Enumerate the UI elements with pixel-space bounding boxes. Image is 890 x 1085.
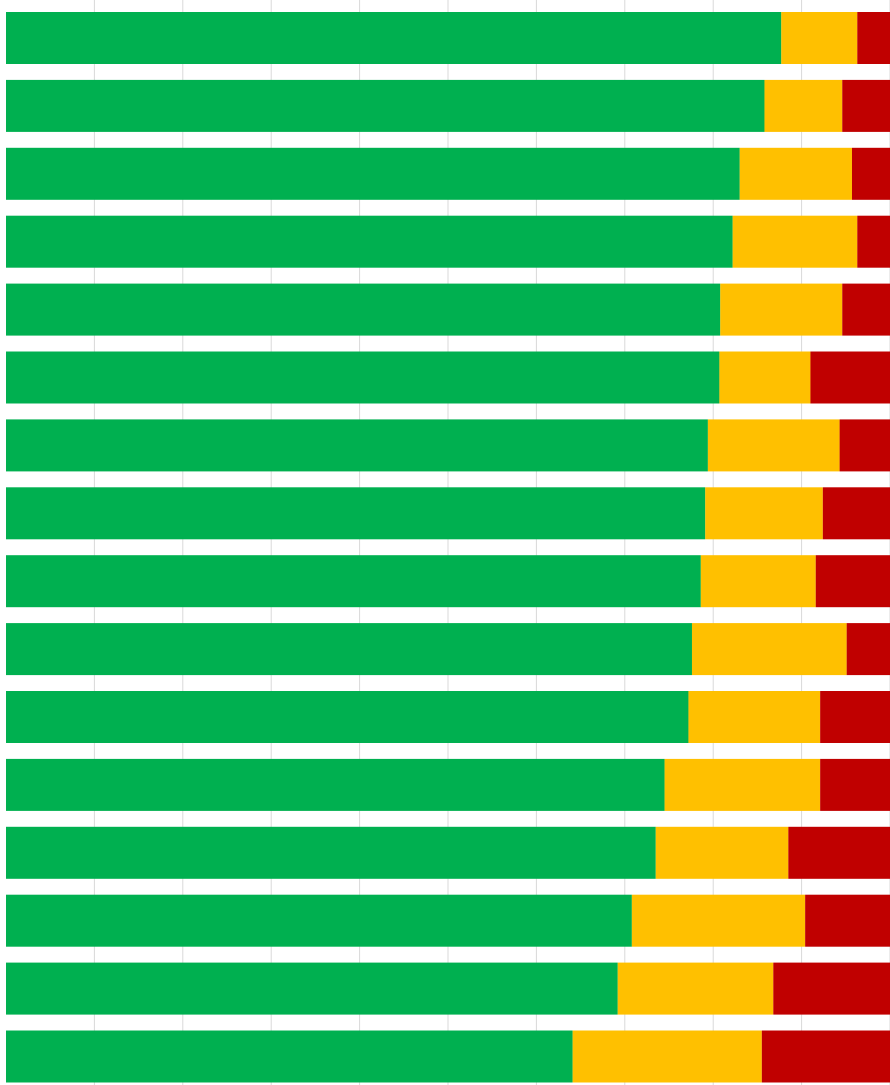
bar-row-8-segment-2: [705, 487, 823, 540]
bar-row-13-segment-1: [6, 826, 656, 879]
bar-row-7-segment-1: [6, 419, 708, 472]
bar-row-6-segment-3: [810, 351, 890, 404]
bar-row-14-segment-3: [805, 894, 890, 947]
bar-row-6-segment-2: [719, 351, 811, 404]
bar-row-12-segment-2: [664, 758, 821, 811]
bar-row-10-segment-3: [846, 623, 890, 676]
bar-row-16-segment-1: [6, 1030, 573, 1083]
bar-row-15-segment-1: [6, 962, 618, 1015]
bar-row-7-segment-2: [707, 419, 840, 472]
bar-row-2-segment-2: [764, 79, 843, 132]
bar-row-2-segment-1: [6, 79, 765, 132]
bar-row-1-segment-3: [857, 12, 890, 64]
bar-row-7-segment-3: [839, 419, 890, 472]
bar-row-11-segment-2: [688, 691, 821, 743]
bar-row-3-segment-2: [739, 147, 852, 200]
bar-row-5-segment-1: [6, 283, 721, 336]
bar-row-9-segment-1: [6, 555, 701, 608]
bar-row-16-segment-3: [761, 1030, 890, 1083]
bar-row-13-segment-2: [655, 826, 789, 879]
bar-row-10-segment-2: [691, 623, 847, 676]
bar-row-16-segment-2: [572, 1030, 762, 1083]
bar-row-8-segment-1: [6, 487, 706, 540]
bar-row-1-segment-2: [781, 12, 858, 64]
bar-row-4-segment-1: [6, 215, 733, 268]
bar-row-14-segment-2: [631, 894, 806, 947]
bar-row-15-segment-2: [617, 962, 774, 1015]
bar-row-1-segment-1: [6, 12, 782, 64]
bar-row-5-segment-2: [720, 283, 843, 336]
bar-row-9-segment-2: [700, 555, 816, 608]
bar-row-9-segment-3: [815, 555, 890, 608]
bar-row-12-segment-3: [820, 758, 890, 811]
bar-row-14-segment-1: [6, 894, 632, 947]
bar-row-11-segment-1: [6, 691, 689, 743]
bar-row-4-segment-3: [857, 215, 890, 268]
bar-row-3-segment-3: [851, 147, 890, 200]
bar-row-8-segment-3: [822, 487, 890, 540]
bar-row-12-segment-1: [6, 758, 665, 811]
bar-row-5-segment-3: [842, 283, 890, 336]
bar-row-4-segment-2: [732, 215, 858, 268]
bar-row-15-segment-3: [773, 962, 890, 1015]
bar-row-3-segment-1: [6, 147, 740, 200]
bar-row-2-segment-3: [842, 79, 890, 132]
bar-row-6-segment-1: [6, 351, 720, 404]
bar-row-13-segment-3: [788, 826, 890, 879]
bar-row-11-segment-3: [820, 691, 890, 743]
bar-row-10-segment-1: [6, 623, 692, 676]
